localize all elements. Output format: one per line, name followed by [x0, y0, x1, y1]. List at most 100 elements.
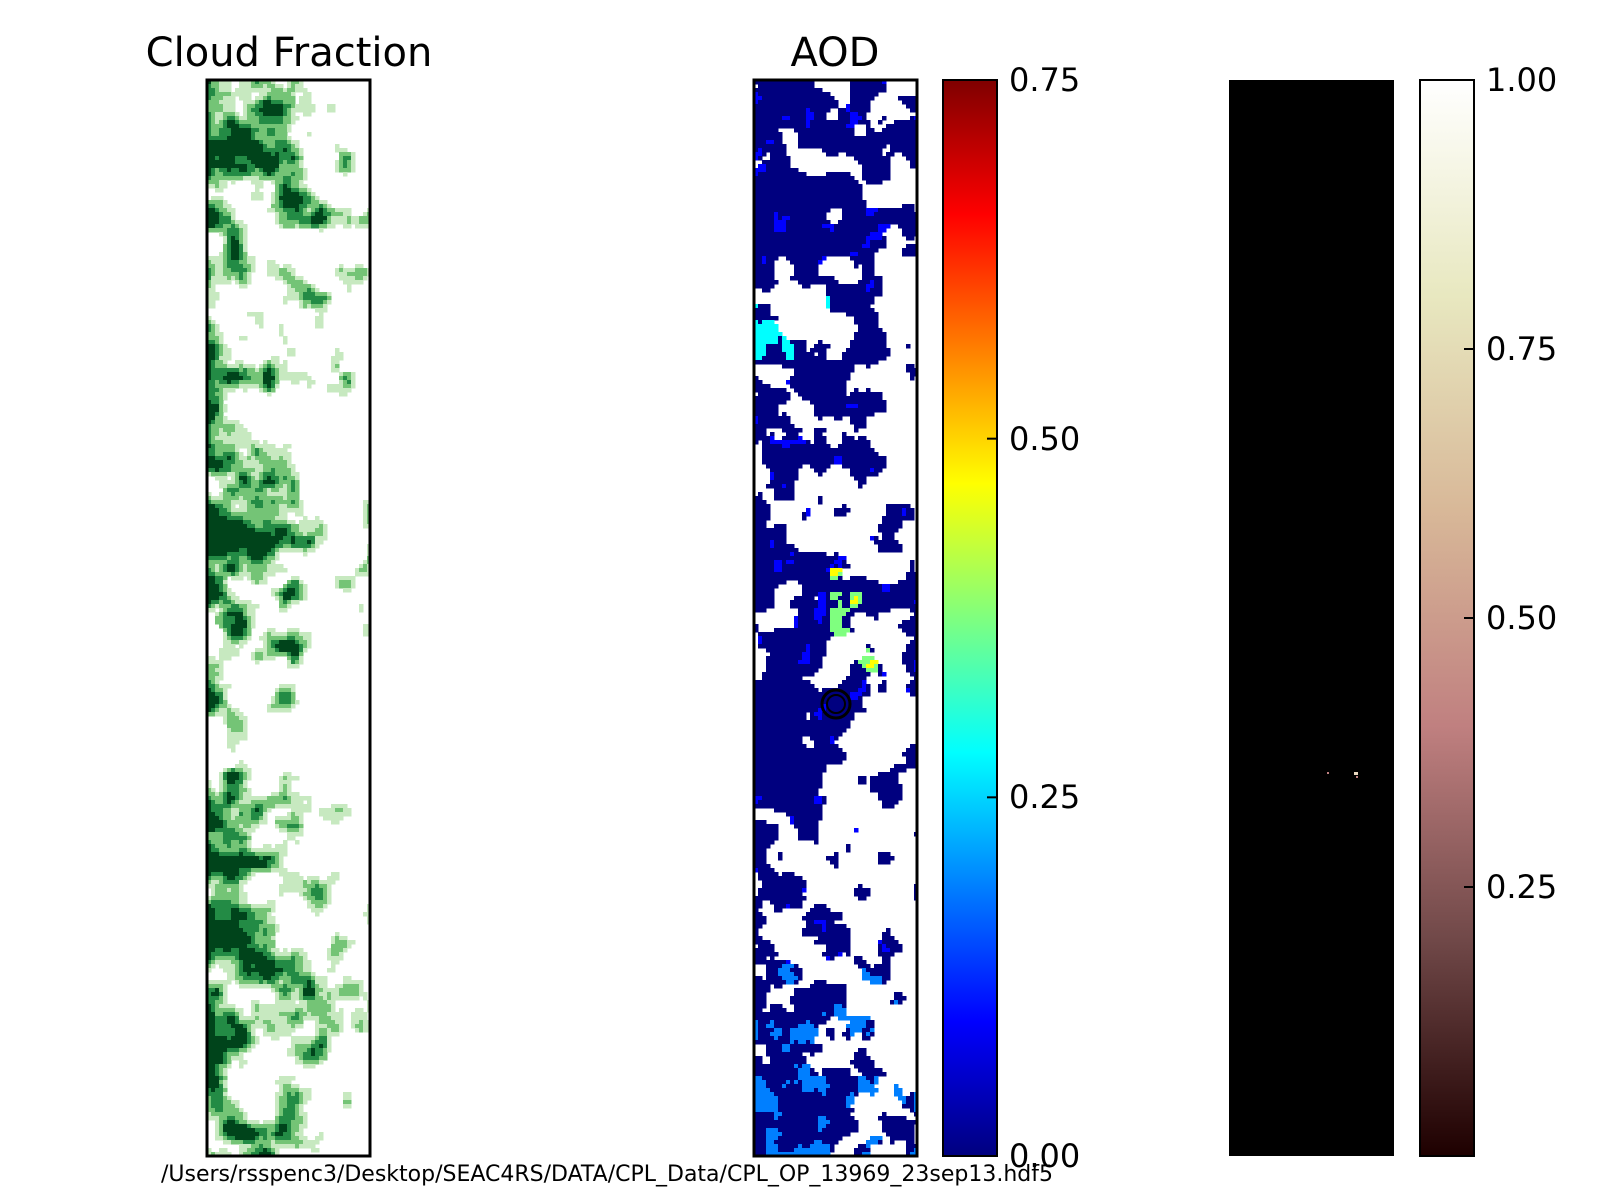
heatmap-cell	[299, 632, 304, 637]
heatmap-cell	[235, 484, 240, 489]
heatmap-cell	[315, 980, 320, 985]
heatmap-cell	[323, 812, 328, 817]
heatmap-cell	[291, 532, 296, 537]
heatmap-cell	[223, 772, 228, 777]
heatmap-cell	[267, 860, 272, 865]
heatmap-cell	[247, 436, 252, 441]
heatmap-cell	[227, 772, 232, 777]
heatmap-cell	[267, 912, 272, 917]
heatmap-cell	[303, 1048, 308, 1053]
heatmap-cell	[315, 212, 320, 217]
heatmap-cell	[223, 692, 228, 697]
heatmap-cell	[343, 208, 348, 213]
heatmap-cell	[223, 1120, 228, 1125]
heatmap-cell	[283, 644, 288, 649]
heatmap-cell	[291, 800, 296, 805]
heatmap-cell	[351, 380, 356, 385]
heatmap-cell	[243, 380, 248, 385]
heatmap-cell	[259, 804, 264, 809]
heatmap-cell	[207, 828, 212, 833]
heatmap-cell	[275, 1100, 280, 1105]
heatmap-cell	[231, 528, 236, 533]
heatmap-cell	[215, 864, 220, 869]
heatmap-cell	[271, 464, 276, 469]
heatmap-cell	[255, 144, 260, 149]
heatmap-cell	[259, 528, 264, 533]
heatmap-cell	[323, 888, 328, 893]
heatmap-cell	[251, 520, 256, 525]
heatmap-cell	[818, 92, 823, 97]
heatmap-cell	[802, 80, 807, 85]
heatmap-cell	[315, 196, 320, 201]
heatmap-cell	[243, 376, 248, 381]
heatmap-cell	[303, 1140, 308, 1145]
heatmap-cell	[291, 592, 296, 597]
heatmap-cell	[223, 464, 228, 469]
heatmap-cell	[251, 612, 256, 617]
heatmap-cell	[235, 524, 240, 529]
heatmap-cell	[207, 948, 212, 953]
heatmap-cell	[271, 568, 276, 573]
heatmap-cell	[219, 700, 224, 705]
heatmap-cell	[211, 148, 216, 153]
heatmap-cell	[235, 280, 240, 285]
heatmap-cell	[279, 516, 284, 521]
heatmap-cell	[231, 936, 236, 941]
heatmap-cell	[243, 88, 248, 93]
heatmap-cell	[299, 652, 304, 657]
heatmap-cell	[239, 896, 244, 901]
heatmap-cell	[239, 152, 244, 157]
heatmap-cell	[251, 160, 256, 165]
heatmap-cell	[211, 792, 216, 797]
heatmap-cell	[315, 216, 320, 221]
heatmap-cell	[211, 604, 216, 609]
heatmap-cell	[778, 80, 783, 85]
heatmap-cell	[239, 532, 244, 537]
heatmap-cell	[207, 1060, 212, 1065]
heatmap-cell	[227, 736, 232, 741]
heatmap-cell	[311, 108, 316, 113]
heatmap-cell	[207, 160, 212, 165]
heatmap-cell	[275, 132, 280, 137]
heatmap-cell	[227, 364, 232, 369]
heatmap-cell	[243, 140, 248, 145]
heatmap-cell	[255, 312, 260, 317]
heatmap-cell	[275, 708, 280, 713]
heatmap-cell	[223, 792, 228, 797]
heatmap-cell	[299, 96, 304, 101]
heatmap-cell	[291, 208, 296, 213]
heatmap-cell	[267, 704, 272, 709]
heatmap-cell	[315, 536, 320, 541]
heatmap-cell	[351, 940, 356, 945]
heatmap-cell	[215, 136, 220, 141]
heatmap-cell	[207, 492, 212, 497]
heatmap-cell	[239, 840, 244, 845]
heatmap-cell	[211, 284, 216, 289]
heatmap-cell	[227, 936, 232, 941]
heatmap-cell	[227, 424, 232, 429]
heatmap-cell	[251, 500, 256, 505]
heatmap-cell	[263, 384, 268, 389]
heatmap-cell	[279, 272, 284, 277]
heatmap-cell	[219, 332, 224, 337]
heatmap-cell	[283, 360, 288, 365]
heatmap-cell	[239, 636, 244, 641]
heatmap-cell	[247, 628, 252, 633]
heatmap-cell	[263, 644, 268, 649]
heatmap-cell	[247, 1128, 252, 1133]
heatmap-cell	[291, 488, 296, 493]
heatmap-cell	[223, 924, 228, 929]
heatmap-cell	[219, 416, 224, 421]
heatmap-cell	[303, 992, 308, 997]
heatmap-cell	[283, 504, 288, 509]
heatmap-cell	[287, 444, 292, 449]
heatmap-cell	[299, 884, 304, 889]
heatmap-cell	[255, 1036, 260, 1041]
heatmap-cell	[235, 768, 240, 773]
heatmap-cell	[862, 100, 867, 105]
heatmap-cell	[263, 804, 268, 809]
heatmap-cell	[271, 936, 276, 941]
heatmap-cell	[235, 232, 240, 237]
heatmap-cell	[347, 160, 352, 165]
heatmap-cell	[319, 324, 324, 329]
